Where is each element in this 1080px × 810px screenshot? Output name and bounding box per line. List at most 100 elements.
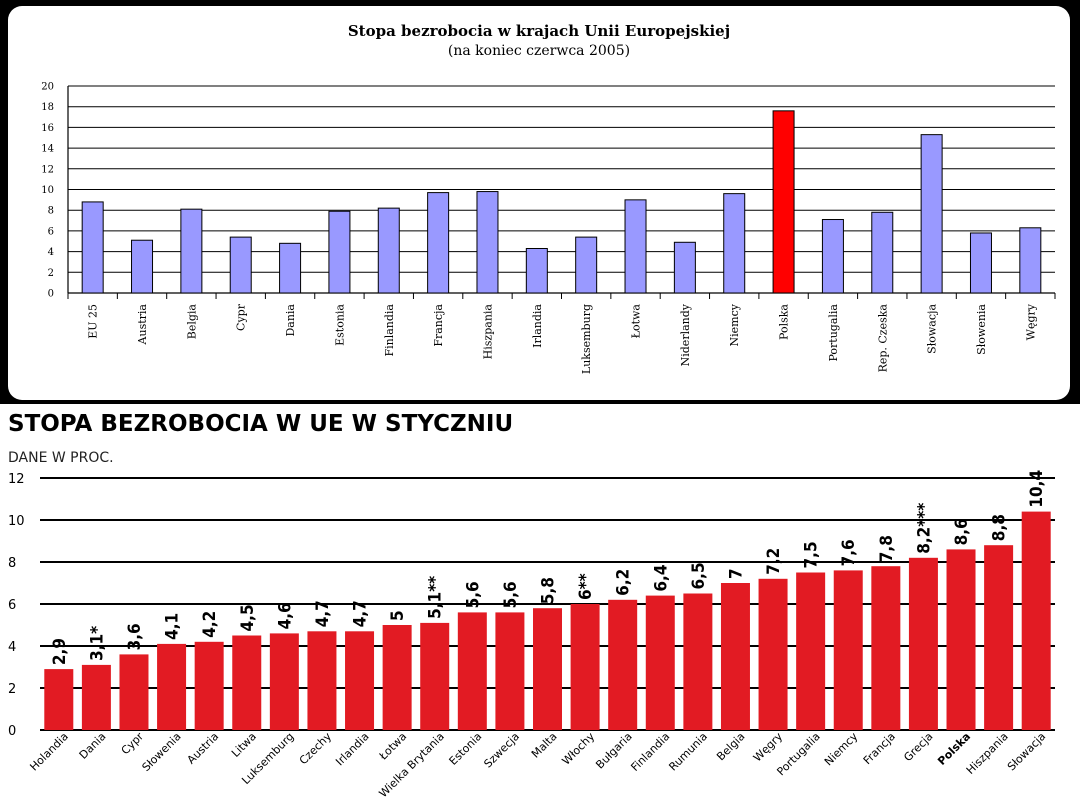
top-chart-title: Stopa bezrobocia w krajach Unii Europejs… [348, 22, 730, 40]
top-category-label: Niemcy [728, 303, 741, 346]
bottom-category-label: Cypr [119, 730, 147, 758]
bottom-value-label: 6,5 [689, 562, 709, 589]
top-bar [575, 236, 598, 294]
bottom-y-tick-label: 4 [8, 640, 16, 655]
bottom-bar [946, 549, 976, 730]
top-category-label: Portugalia [827, 304, 840, 362]
top-y-tick-label: 2 [48, 268, 54, 279]
bottom-bar [533, 608, 562, 730]
top-category-label: Luksemburg [580, 304, 593, 374]
top-category-label: Niderlandy [679, 303, 692, 366]
bottom-category-label: Polska [935, 730, 973, 768]
bottom-value-label: 3,6 [125, 623, 145, 650]
bottom-bar [984, 545, 1014, 730]
bottom-bar [81, 664, 111, 730]
bottom-bar [908, 557, 938, 730]
bottom-value-label: 5,6 [463, 581, 483, 608]
bottom-bar [457, 612, 487, 730]
bottom-bar [608, 599, 638, 730]
bottom-value-label: 6** [576, 573, 596, 600]
bottom-value-label: 5 [388, 610, 408, 621]
bottom-bar [796, 572, 826, 730]
bottom-bar [720, 583, 750, 730]
bottom-y-tick-label: 6 [8, 598, 16, 613]
top-bar [1019, 227, 1042, 294]
bottom-value-label: 7,2 [764, 548, 784, 575]
bottom-value-label: 4,2 [200, 611, 220, 638]
bottom-value-label: 4,7 [313, 600, 333, 627]
top-y-tick-label: 4 [48, 247, 54, 258]
bottom-category-label: Finlandia [628, 730, 672, 774]
bottom-value-label: 8,6 [952, 518, 972, 545]
bottom-category-label: Czechy [297, 730, 335, 768]
bottom-category-label: Malta [529, 730, 560, 761]
bottom-bar [495, 612, 525, 730]
bottom-value-label: 4,6 [275, 602, 295, 629]
bottom-value-label: 5,8 [539, 577, 559, 604]
bottom-category-label: Słowacja [1005, 730, 1048, 773]
bottom-value-label: 6,4 [651, 565, 671, 592]
bottom-category-label: Wielka Brytania [377, 730, 447, 800]
bottom-category-label: Włochy [560, 730, 598, 768]
top-bar [427, 192, 450, 294]
bottom-value-label: 10,4 [1027, 470, 1047, 508]
bottom-value-label: 7 [726, 568, 746, 579]
bottom-value-label: 7,8 [877, 535, 897, 562]
bottom-category-label: Irlandia [333, 730, 371, 768]
bottom-chart-panel: STOPA BEZROBOCIA W UE W STYCZNIU DANE W … [0, 404, 1080, 810]
bottom-category-label: Francja [861, 730, 898, 767]
top-bar [969, 232, 992, 294]
bottom-category-label: Estonia [447, 730, 485, 768]
bottom-bar [420, 622, 450, 730]
bottom-bar [345, 631, 375, 730]
top-bar [229, 236, 252, 294]
bottom-value-label: 6,2 [614, 569, 634, 596]
top-category-label: Austria [136, 304, 149, 346]
top-bar [328, 210, 351, 294]
top-category-label: Cypr [235, 303, 248, 331]
bottom-category-label: Rumunia [666, 730, 710, 774]
bottom-y-tick-label: 10 [8, 514, 25, 529]
bottom-bar [157, 643, 187, 730]
bottom-value-label: 5,6 [501, 581, 521, 608]
bottom-value-label: 8,8 [990, 514, 1010, 541]
bottom-y-tick-label: 0 [8, 724, 16, 739]
top-category-label: Finlandia [383, 304, 396, 357]
bottom-category-label: Niemcy [822, 730, 861, 769]
top-category-label: Polska [778, 304, 791, 340]
top-chart-subtitle: (na koniec czerwca 2005) [448, 43, 630, 59]
top-bar [180, 208, 203, 294]
top-bar [81, 201, 104, 294]
bottom-bar [1021, 511, 1051, 730]
bottom-value-label: 4,7 [351, 600, 371, 627]
bottom-category-label: Grecja [901, 730, 935, 764]
top-y-tick-label: 12 [41, 164, 54, 175]
bottom-bar [758, 578, 788, 730]
bottom-value-label: 3,1* [87, 626, 107, 661]
top-bar [772, 110, 795, 294]
bottom-bar [307, 631, 337, 730]
top-category-label: Irlandia [531, 304, 544, 348]
bottom-value-label: 4,5 [238, 604, 258, 631]
top-y-tick-label: 8 [48, 206, 54, 217]
bottom-value-label: 2,9 [50, 638, 70, 665]
bottom-category-label: Dania [77, 730, 109, 762]
top-category-label: Hiszpania [481, 304, 494, 360]
bottom-y-tick-label: 12 [8, 472, 25, 487]
top-y-tick-label: 20 [41, 82, 54, 93]
bottom-category-label: Szwecja [481, 730, 522, 771]
bottom-category-label: Litwa [229, 730, 259, 760]
bottom-y-tick-label: 8 [8, 556, 16, 571]
bottom-bar [683, 593, 713, 730]
top-category-label: Słowenia [975, 304, 988, 355]
top-bar [821, 219, 844, 294]
bottom-bar [871, 566, 901, 730]
top-category-label: Francja [432, 304, 445, 347]
bottom-bar [570, 604, 600, 730]
bottom-y-tick-label: 2 [8, 682, 16, 697]
bottom-category-label: Belgia [714, 730, 747, 763]
top-bar [723, 193, 746, 294]
top-bar [131, 239, 154, 294]
top-category-label: Estonia [333, 304, 346, 346]
top-bar [525, 247, 548, 294]
